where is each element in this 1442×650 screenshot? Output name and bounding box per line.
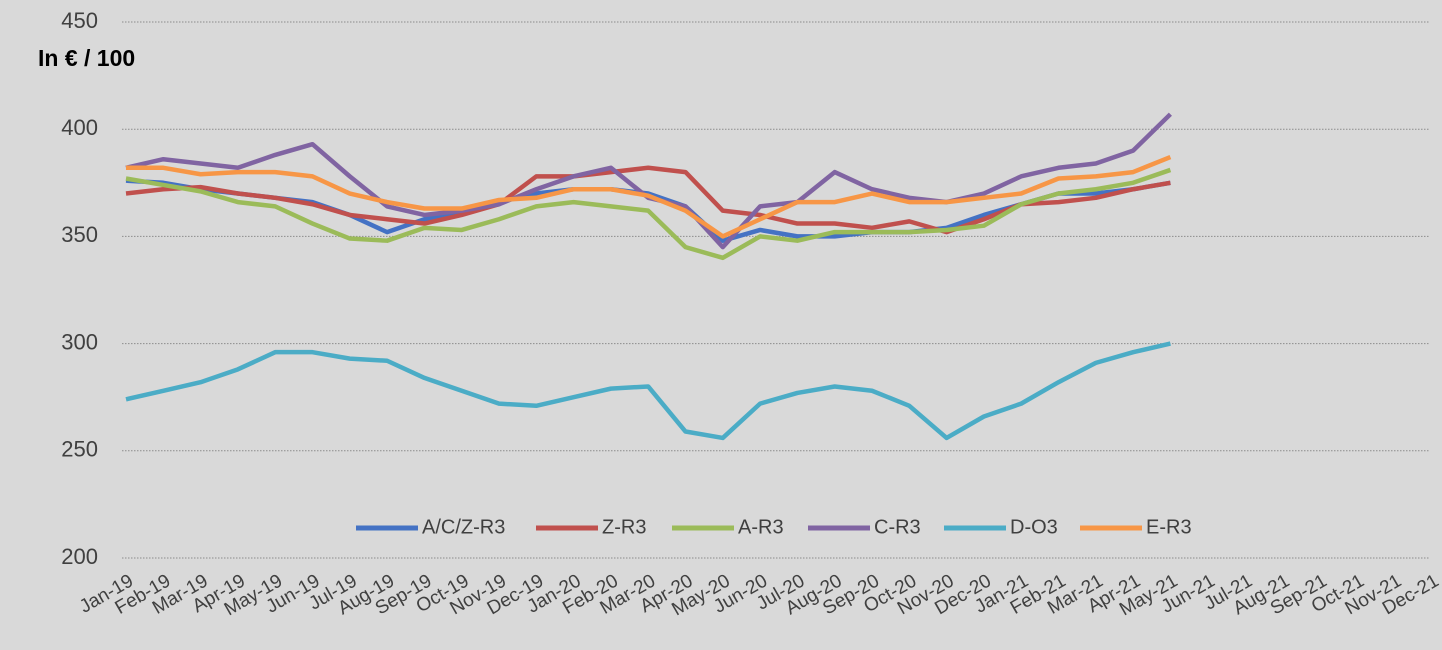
y-tick-label: 200 xyxy=(61,544,98,569)
y-axis-label: In € / 100 xyxy=(38,45,135,71)
legend-label: Z-R3 xyxy=(602,516,646,538)
legend-label: D-O3 xyxy=(1010,516,1058,538)
y-tick-label: 450 xyxy=(61,8,98,33)
y-tick-label: 250 xyxy=(61,437,98,462)
series-line xyxy=(125,167,1172,261)
legend-label: A/C/Z-R3 xyxy=(422,516,505,538)
series-line xyxy=(125,112,1172,250)
series-line xyxy=(126,154,1172,239)
y-tick-label: 300 xyxy=(61,329,98,354)
legend-label: C-R3 xyxy=(874,516,921,538)
y-tick-label: 400 xyxy=(61,115,98,140)
legend-label: E-R3 xyxy=(1146,516,1192,538)
legend-label: A-R3 xyxy=(738,516,784,538)
series-line xyxy=(125,165,1171,235)
series-line xyxy=(125,341,1171,441)
y-tick-label: 350 xyxy=(61,222,98,247)
